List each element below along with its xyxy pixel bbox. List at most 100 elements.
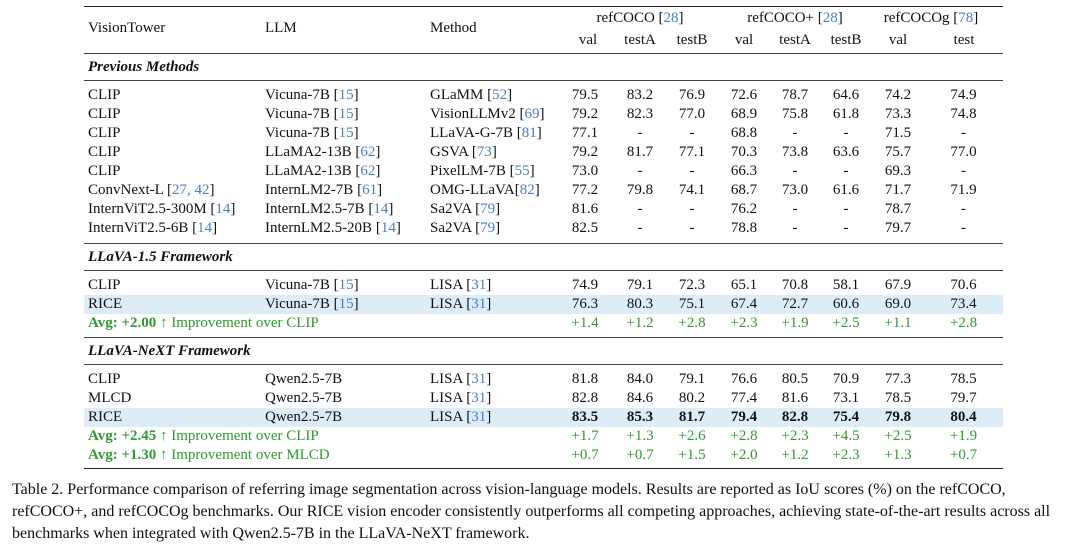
score-cell: +1.9 <box>949 428 978 444</box>
cell-text: Vicuna-7B <box>265 106 330 122</box>
score-cell: 69.0 <box>884 296 912 312</box>
method-cell: LISA [31] <box>430 390 492 406</box>
citation-ref: 31 <box>471 277 487 293</box>
header-subcol: testB <box>676 32 708 48</box>
llm-cell: Qwen2.5-7B <box>261 370 426 389</box>
score-cell: 73.3 <box>884 106 912 122</box>
llm-cell: Vicuna-7B [15] <box>265 277 359 293</box>
score-cell: +1.1 <box>884 315 912 331</box>
score-cell: 68.7 <box>730 182 758 198</box>
header-group-0: refCOCO [28] <box>596 10 684 26</box>
cell-text: ConvNext-L <box>88 182 164 198</box>
score-cell: +2.8 <box>730 428 758 444</box>
vision-tower-cell: InternViT2.5-6B [14] <box>88 220 218 236</box>
cell-text: Vicuna-7B <box>265 125 330 141</box>
cell-text: refCOCOg <box>883 10 950 26</box>
score-cell: 71.9 <box>950 182 977 198</box>
score-cell: +0.7 <box>949 447 978 463</box>
section-title: LLaVA-1.5 Framework <box>88 249 233 265</box>
improvement-label: Avg: +2.00 ↑ Improvement over CLIP <box>84 314 556 333</box>
score-cell: - <box>689 220 695 236</box>
cell-text: Vicuna-7B <box>265 296 330 312</box>
citation-ref: 79 <box>480 201 496 217</box>
cell-text: CLIP <box>88 277 121 293</box>
score-cell: +1.5 <box>678 447 706 463</box>
table-row: CLIP Vicuna-7B [15] VisionLLMv2 [69] 79.2 82… <box>84 105 1003 124</box>
score-cell: 58.1 <box>832 277 860 293</box>
score-cell: 74.8 <box>950 106 977 122</box>
score-cell: 78.8 <box>730 220 758 236</box>
score-cell: +1.3 <box>884 447 912 463</box>
cell-text: GSVA <box>430 144 469 160</box>
citation-ref: 31 <box>471 296 487 312</box>
cell-text: Qwen2.5-7B <box>265 371 343 387</box>
citation-ref: 31 <box>471 409 487 425</box>
citation-ref: 28 <box>822 10 838 26</box>
citation-ref: 15 <box>338 296 354 312</box>
method-cell: LISA [31] <box>430 371 492 387</box>
score-cell: 82.8 <box>571 390 599 406</box>
citation-ref: 27, 42 <box>172 182 210 198</box>
score-cell: 70.6 <box>950 277 977 293</box>
score-cell: +2.8 <box>678 315 706 331</box>
cell-text: InternViT2.5-6B <box>88 220 189 236</box>
cell-text: RICE <box>88 409 123 425</box>
score-cell: 79.8 <box>884 409 912 425</box>
score-cell: 73.0 <box>781 182 809 198</box>
score-cell: 82.3 <box>626 106 654 122</box>
cell-text: OMG-LLaVA <box>430 182 515 198</box>
cell-text: MLCD <box>88 390 132 406</box>
header-group-1: refCOCO+ [28] <box>747 10 843 26</box>
score-cell: - <box>792 125 798 141</box>
score-cell: 81.6 <box>571 201 599 217</box>
score-cell: +1.2 <box>781 447 809 463</box>
table-row: RICE Vicuna-7B [15] LISA [31] 76.3 80.3 75.1 6… <box>84 295 1003 314</box>
improvement-row: Avg: +1.30 ↑ Improvement over MLCD +0.7 +0… <box>84 446 1003 465</box>
table-row: InternViT2.5-300M [14] InternLM2.5-7B [14… <box>84 200 1003 219</box>
score-cell: +1.4 <box>571 315 599 331</box>
score-cell: 68.9 <box>730 106 758 122</box>
cell-text: Qwen2.5-7B <box>265 390 343 406</box>
score-cell: 83.5 <box>571 409 599 425</box>
score-cell: - <box>961 201 966 217</box>
score-cell: - <box>689 163 695 179</box>
score-cell: 78.5 <box>884 390 912 406</box>
bottom-rule <box>84 468 1003 469</box>
cell-text: InternLM2-7B <box>265 182 354 198</box>
score-cell: 67.9 <box>884 277 912 293</box>
citation-ref: 14 <box>197 220 213 236</box>
cell-text: InternLM2.5-20B <box>265 220 373 236</box>
citation-ref: 73 <box>476 144 492 160</box>
table-row: ConvNext-L [27, 42] InternLM2-7B [61] OMG-… <box>84 181 1003 200</box>
score-cell: 76.2 <box>730 201 758 217</box>
table-row: CLIP Vicuna-7B [15] LLaVA-G-7B [81] 77.1 - - 6… <box>84 124 1003 143</box>
score-cell: 76.9 <box>678 87 706 103</box>
score-cell: 61.8 <box>832 106 860 122</box>
score-cell: 80.2 <box>678 390 706 406</box>
score-cell: 81.8 <box>571 371 599 387</box>
score-cell: 79.5 <box>571 87 599 103</box>
score-cell: 80.5 <box>781 371 809 387</box>
vision-tower-cell: ConvNext-L [27, 42] <box>88 182 215 198</box>
arrow-up-icon: ↑ <box>160 428 168 444</box>
table-row: CLIP LLaMA2-13B [62] PixelLM-7B [55] 73.0 - -… <box>84 162 1003 181</box>
section-title: Previous Methods <box>88 59 200 75</box>
top-rule <box>84 6 1003 7</box>
header-method: Method <box>430 20 477 36</box>
llm-cell: Qwen2.5-7B <box>261 408 426 427</box>
cell-text: CLIP <box>88 125 121 141</box>
score-cell: - <box>637 163 643 179</box>
cell-text: LISA <box>430 296 463 312</box>
table-row: CLIP LLaMA2-13B [62] GSVA [73] 79.2 81.7 77.1… <box>84 143 1003 162</box>
header-rule <box>84 53 1003 54</box>
score-cell: - <box>843 125 849 141</box>
method-cell: LISA [31] <box>430 296 492 312</box>
method-cell: Sa2VA [79] <box>430 220 501 236</box>
table-row: CLIP Qwen2.5-7B LISA [31] 81.8 84.0 79.1 76.6 8… <box>84 370 1003 389</box>
score-cell: 76.3 <box>571 296 599 312</box>
improvement-row: Avg: +2.45 ↑ Improvement over CLIP +1.7 +1… <box>84 427 1003 446</box>
vision-tower-cell: CLIP <box>84 276 261 295</box>
cell-text: refCOCO+ <box>747 10 815 26</box>
cell-text: InternViT2.5-300M <box>88 201 207 217</box>
score-cell: +1.2 <box>626 315 654 331</box>
